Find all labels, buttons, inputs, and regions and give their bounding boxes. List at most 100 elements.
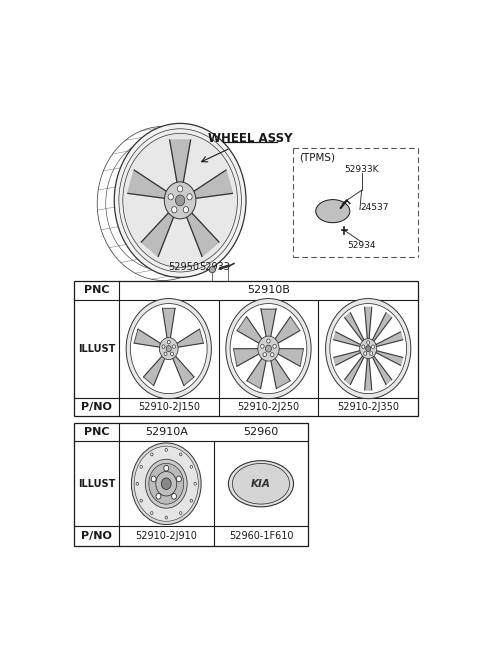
Polygon shape	[334, 332, 361, 346]
Polygon shape	[185, 209, 219, 256]
Ellipse shape	[271, 353, 274, 357]
Text: PNC: PNC	[84, 427, 109, 437]
Bar	[74, 281, 418, 416]
Polygon shape	[234, 348, 261, 366]
Ellipse shape	[161, 478, 171, 489]
Ellipse shape	[156, 472, 177, 496]
Polygon shape	[237, 317, 263, 344]
Ellipse shape	[370, 352, 372, 355]
Ellipse shape	[162, 345, 165, 348]
Ellipse shape	[164, 182, 196, 219]
Ellipse shape	[164, 465, 168, 471]
Polygon shape	[247, 356, 266, 388]
Polygon shape	[372, 356, 392, 384]
Ellipse shape	[330, 304, 407, 394]
Ellipse shape	[226, 298, 311, 399]
Ellipse shape	[366, 346, 371, 352]
Text: 52910B: 52910B	[247, 285, 290, 295]
Ellipse shape	[194, 482, 196, 485]
Ellipse shape	[126, 298, 211, 399]
Text: 52910-2J910: 52910-2J910	[135, 531, 197, 541]
Ellipse shape	[190, 465, 192, 468]
Ellipse shape	[123, 133, 238, 268]
Ellipse shape	[172, 493, 177, 499]
Text: 52933K: 52933K	[344, 165, 379, 174]
Polygon shape	[144, 355, 166, 386]
Ellipse shape	[172, 207, 177, 213]
Ellipse shape	[360, 338, 377, 359]
Polygon shape	[128, 170, 170, 199]
Ellipse shape	[180, 453, 182, 456]
Ellipse shape	[151, 512, 153, 514]
Polygon shape	[345, 356, 364, 384]
Ellipse shape	[325, 298, 411, 399]
Ellipse shape	[367, 341, 370, 344]
Polygon shape	[163, 308, 175, 340]
Ellipse shape	[180, 512, 182, 514]
Ellipse shape	[165, 516, 168, 519]
Polygon shape	[134, 329, 162, 348]
Ellipse shape	[183, 207, 189, 213]
Ellipse shape	[140, 465, 143, 468]
Text: 52934: 52934	[348, 241, 376, 251]
Ellipse shape	[145, 459, 187, 508]
Ellipse shape	[134, 446, 198, 522]
Ellipse shape	[168, 194, 173, 200]
Ellipse shape	[166, 346, 171, 352]
Text: ILLUST: ILLUST	[78, 344, 115, 354]
Ellipse shape	[119, 129, 241, 272]
Polygon shape	[190, 170, 232, 199]
Ellipse shape	[178, 186, 183, 192]
Text: P/NO: P/NO	[81, 531, 112, 541]
Ellipse shape	[273, 344, 276, 348]
Polygon shape	[169, 140, 191, 188]
Text: 52910-2J150: 52910-2J150	[138, 401, 200, 412]
Text: WHEEL ASSY: WHEEL ASSY	[208, 133, 292, 145]
Text: 52910-2J250: 52910-2J250	[238, 401, 300, 412]
Ellipse shape	[136, 482, 139, 485]
Polygon shape	[274, 317, 300, 344]
Bar	[74, 423, 308, 546]
Text: 52910A: 52910A	[145, 427, 188, 437]
Ellipse shape	[177, 476, 181, 482]
Ellipse shape	[364, 352, 367, 355]
Polygon shape	[270, 356, 290, 388]
Ellipse shape	[230, 304, 307, 394]
Text: 52950: 52950	[168, 262, 200, 272]
Ellipse shape	[316, 199, 350, 222]
Ellipse shape	[159, 338, 178, 359]
Polygon shape	[365, 307, 372, 340]
Text: 52910-2J350: 52910-2J350	[337, 401, 399, 412]
Ellipse shape	[176, 195, 185, 206]
Ellipse shape	[362, 345, 365, 348]
Polygon shape	[345, 313, 364, 342]
Ellipse shape	[265, 345, 272, 352]
Ellipse shape	[114, 123, 246, 277]
Polygon shape	[176, 329, 204, 348]
Ellipse shape	[165, 449, 168, 451]
Ellipse shape	[172, 345, 176, 348]
Ellipse shape	[131, 304, 207, 394]
Polygon shape	[334, 350, 361, 365]
Ellipse shape	[228, 461, 293, 507]
Text: P/NO: P/NO	[81, 401, 112, 412]
Ellipse shape	[258, 336, 279, 361]
Polygon shape	[372, 313, 392, 342]
Ellipse shape	[164, 352, 167, 356]
Ellipse shape	[187, 194, 192, 200]
Polygon shape	[375, 332, 403, 346]
Ellipse shape	[132, 443, 201, 525]
Ellipse shape	[170, 352, 173, 356]
Ellipse shape	[151, 453, 153, 456]
Ellipse shape	[149, 463, 184, 504]
Ellipse shape	[190, 499, 192, 502]
Ellipse shape	[140, 499, 143, 502]
Text: KIA: KIA	[251, 479, 271, 489]
Polygon shape	[172, 355, 194, 386]
Ellipse shape	[151, 476, 156, 482]
Ellipse shape	[263, 353, 266, 357]
Text: 52960-1F610: 52960-1F610	[228, 531, 293, 541]
Ellipse shape	[232, 463, 289, 504]
Text: 24537: 24537	[360, 203, 388, 212]
Text: 52960: 52960	[243, 427, 278, 437]
